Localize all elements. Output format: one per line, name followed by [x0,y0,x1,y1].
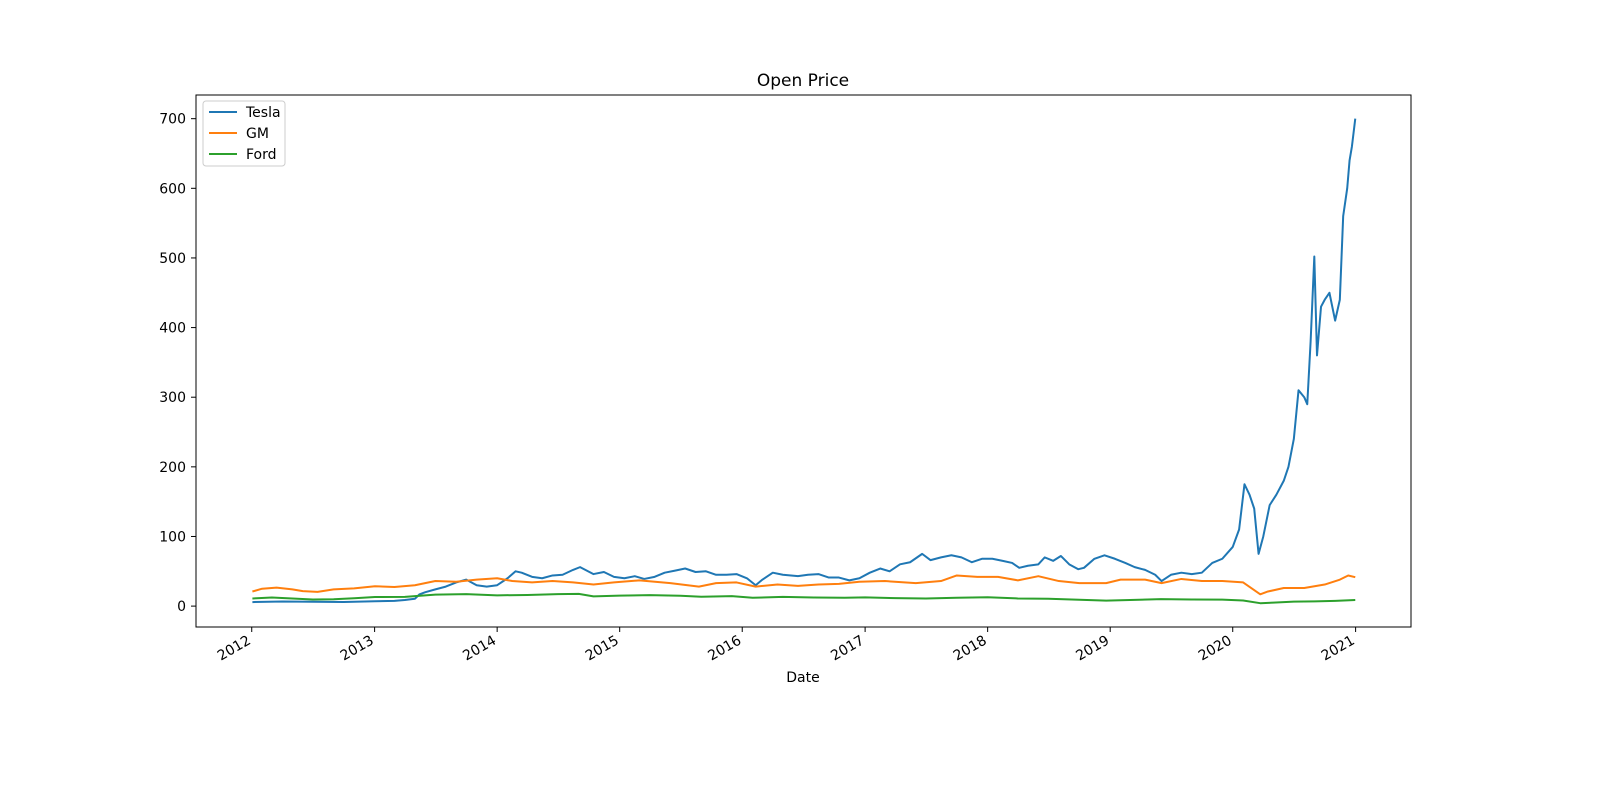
legend-label-ford: Ford [246,147,277,163]
plot-area-frame [195,94,1412,628]
series-line-gm [252,574,1356,596]
y-tick-label: 300 [159,390,186,406]
y-tick-label: 0 [177,599,186,615]
x-axis-label: Date [786,670,819,686]
series-line-ford [252,592,1356,605]
chart-title: Open Price [757,71,849,91]
y-tick-label: 500 [159,251,186,267]
legend-box [202,100,286,167]
legend-label-tesla: Tesla [245,105,281,121]
y-tick-label: 100 [159,529,186,545]
y-axis: 0 100 200 300 400 500 600 700 [159,112,196,615]
y-tick-label: 200 [159,460,186,476]
y-tick-label: 600 [159,181,186,197]
series-line-tesla [252,118,1357,604]
series-layer [252,118,1357,605]
legend: Tesla GM Ford [202,100,286,167]
y-tick-label: 700 [159,112,186,128]
y-tick-label: 400 [159,321,186,337]
legend-label-gm: GM [246,126,269,142]
